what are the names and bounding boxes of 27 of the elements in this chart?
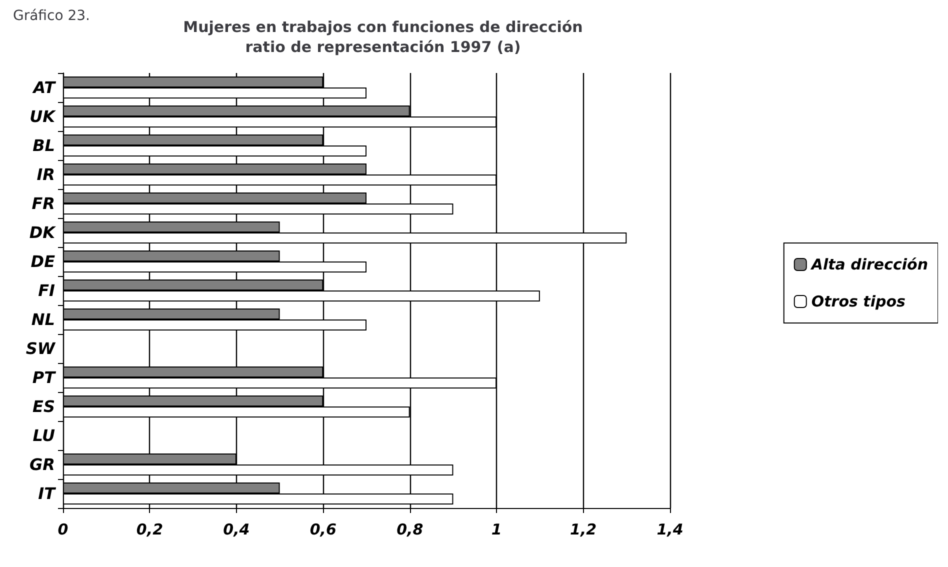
x-tick-label: 0	[58, 520, 68, 538]
legend-label: Otros tipos	[811, 292, 906, 310]
x-tick-label: 1,4	[656, 520, 684, 538]
y-tick-label: UK	[30, 107, 57, 126]
y-tick-label: DE	[30, 252, 56, 271]
legend-label: Alta dirección	[810, 256, 928, 274]
y-tick-label: IR	[36, 165, 55, 184]
x-tick-label: 0,4	[223, 520, 250, 538]
y-tick-label: ES	[32, 397, 55, 416]
x-tick-label: 1	[491, 520, 502, 538]
y-tick-label: IT	[38, 484, 56, 503]
text: Gráfico 23.	[13, 8, 90, 24]
x-tick-label: 1,2	[570, 520, 597, 538]
x-tick-label: 0,6	[310, 520, 336, 538]
x-tick-label: 0,2	[136, 520, 164, 538]
y-tick-label: FR	[32, 194, 55, 213]
y-tick-label: GR	[30, 455, 55, 474]
x-tick-label: 0,8	[396, 520, 424, 538]
y-tick-label: BL	[32, 136, 55, 155]
y-tick-label: NL	[31, 310, 55, 329]
y-tick-label: AT	[31, 78, 56, 97]
chart-title: Mujeres en trabajos con funciones de dirección ratio de representación 1997 (a)	[183, 18, 583, 56]
y-tick-label: PT	[32, 368, 56, 387]
y-tick-label: DK	[29, 223, 57, 242]
y-tick-label: FI	[38, 281, 56, 300]
y-tick-label: SW	[26, 339, 56, 358]
y-tick-label: LU	[32, 426, 56, 445]
